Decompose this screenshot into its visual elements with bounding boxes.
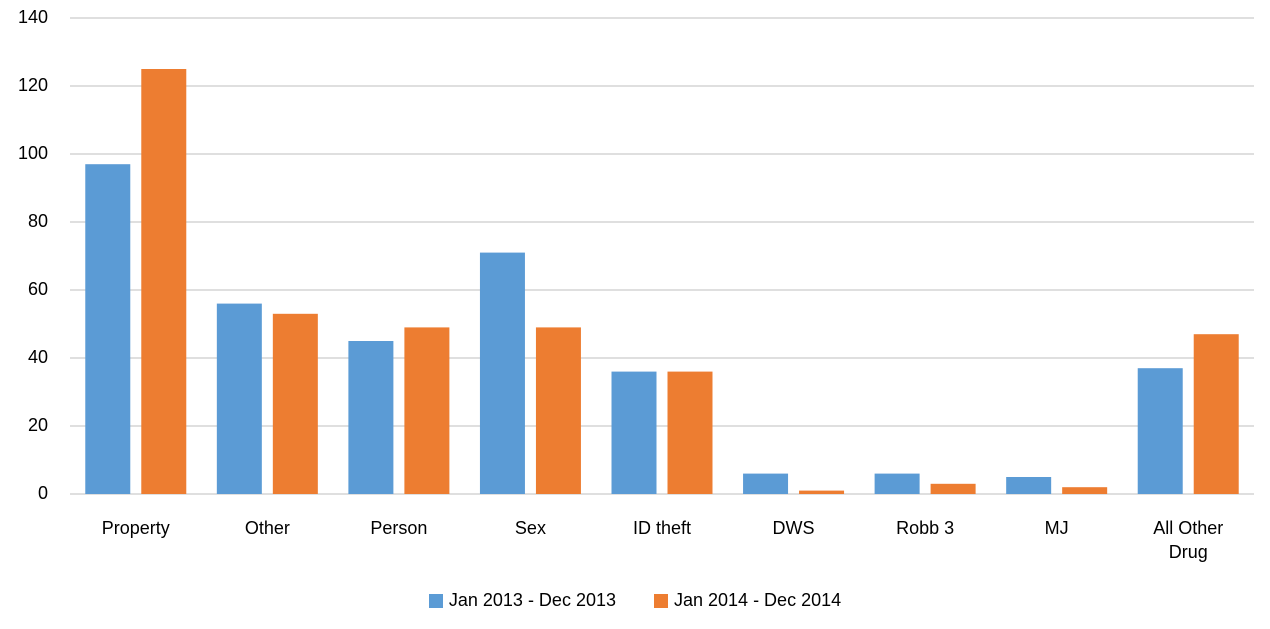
- bar: [667, 371, 713, 494]
- bar: [85, 164, 131, 494]
- legend: Jan 2013 - Dec 2013 Jan 2014 - Dec 2014: [0, 590, 1270, 611]
- legend-label: Jan 2014 - Dec 2014: [674, 590, 842, 610]
- legend-swatch: [654, 593, 668, 608]
- bar: [535, 327, 581, 494]
- bar: [874, 473, 920, 494]
- bar: [611, 371, 657, 494]
- x-tick-label: DWS: [772, 518, 815, 538]
- bar: [272, 313, 318, 494]
- y-tick-label: 140: [18, 7, 48, 27]
- bar: [1137, 368, 1183, 494]
- x-tick-label: MJ: [1044, 518, 1069, 538]
- legend-swatch: [428, 593, 443, 608]
- x-tick-label: Sex: [514, 518, 546, 538]
- bar: [348, 341, 394, 494]
- x-tick-label: Property: [101, 518, 170, 538]
- legend-label: Jan 2013 - Dec 2013: [448, 590, 616, 610]
- legend-item: Jan 2013 - Dec 2013: [428, 590, 616, 611]
- bar: [743, 473, 789, 494]
- y-tick-label: 40: [28, 347, 48, 367]
- bar: [404, 327, 450, 494]
- bar: [216, 303, 262, 494]
- y-tick-label: 100: [18, 143, 48, 163]
- x-tick-label: Person: [370, 518, 428, 538]
- bar: [1062, 487, 1108, 494]
- y-tick-label: 20: [28, 415, 48, 435]
- x-tick-label: ID theft: [632, 518, 692, 538]
- bar: [1006, 477, 1052, 494]
- y-tick-label: 60: [28, 279, 48, 299]
- bar: [1193, 334, 1239, 494]
- x-tick-label: Robb 3: [896, 518, 955, 538]
- bar: [479, 252, 525, 494]
- x-tick-label: All Other Drug: [1153, 518, 1224, 562]
- bar: [799, 490, 845, 494]
- y-tick-label: 0: [38, 483, 48, 503]
- bar: [141, 69, 187, 494]
- bar: [930, 483, 976, 494]
- y-tick-label: 80: [28, 211, 48, 231]
- y-tick-label: 120: [18, 75, 48, 95]
- legend-item: Jan 2014 - Dec 2014: [654, 590, 841, 611]
- x-tick-label: Other: [244, 518, 290, 538]
